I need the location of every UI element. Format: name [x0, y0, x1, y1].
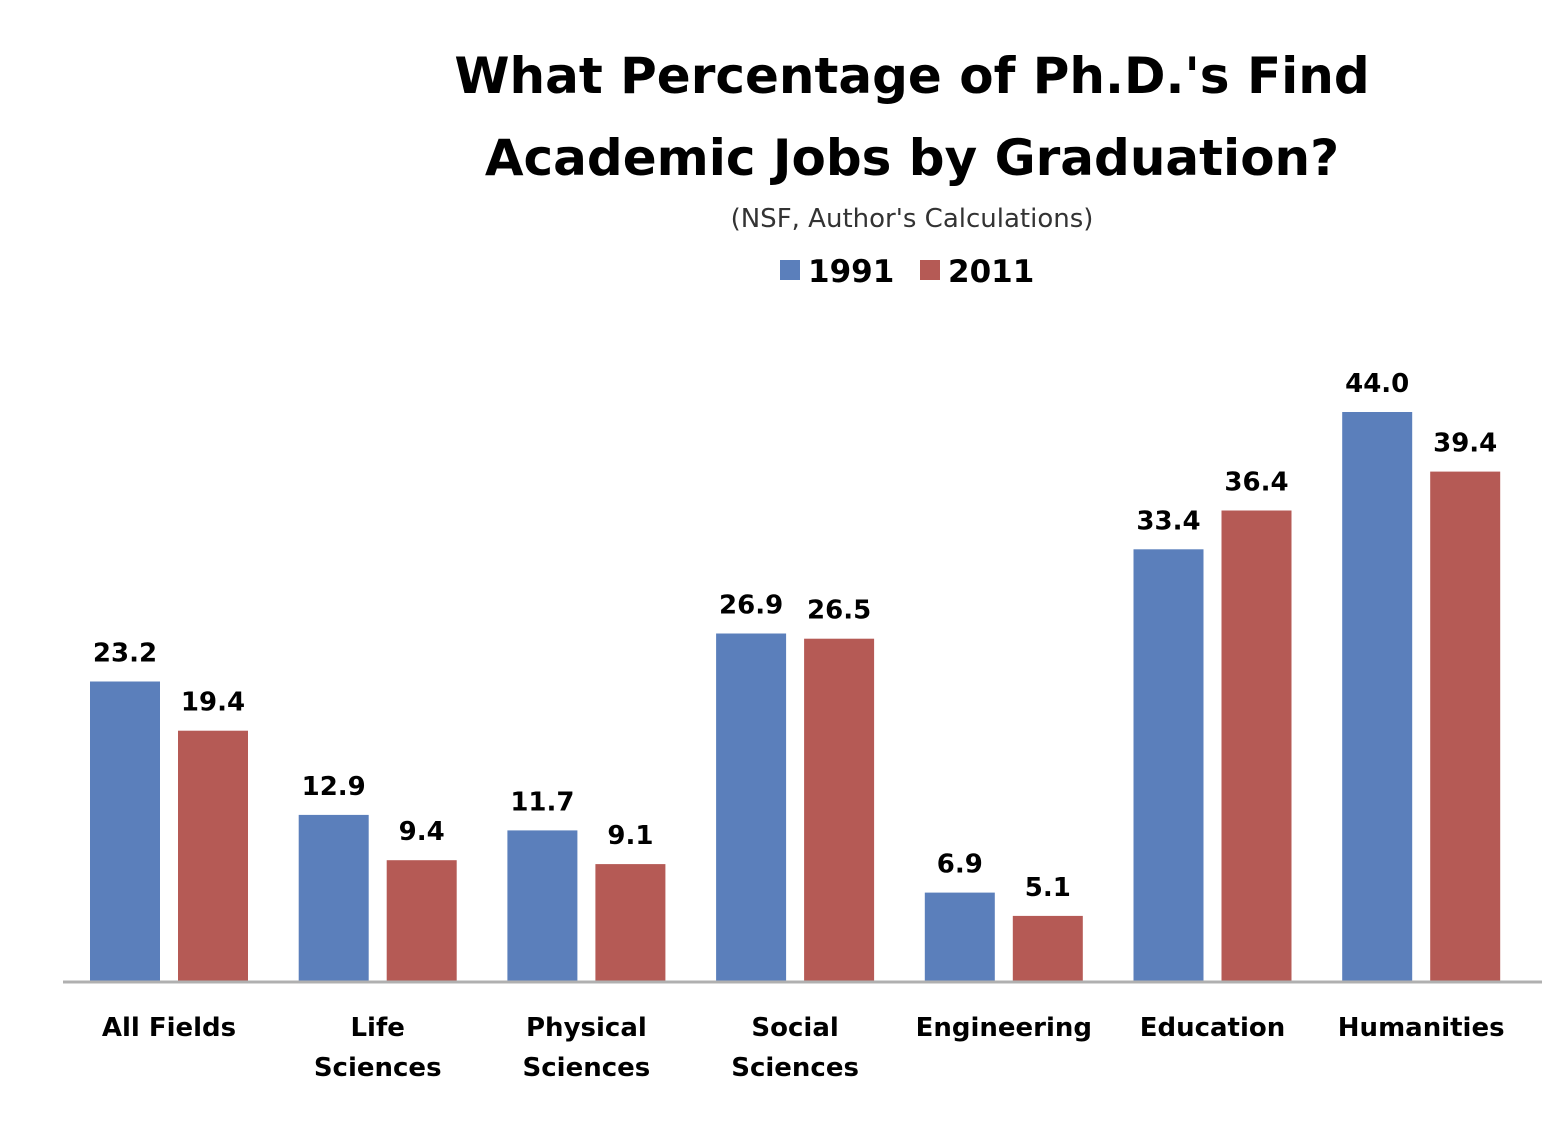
- category-label-line: Sciences: [523, 1053, 651, 1083]
- bar-all-fields-2011: [178, 730, 248, 982]
- chart-legend: 1991 2011: [780, 254, 1034, 290]
- data-label-life-sciences-1991: 12.9: [302, 772, 366, 802]
- data-label-engineering-2011: 5.1: [1025, 873, 1071, 903]
- category-label-line: Sciences: [314, 1053, 442, 1083]
- category-label-all-fields: All Fields: [102, 1013, 236, 1043]
- data-label-all-fields-2011: 19.4: [181, 688, 245, 718]
- bar-physical-sciences-1991: [507, 830, 578, 982]
- data-label-physical-sciences-2011: 9.1: [607, 821, 653, 851]
- bar-engineering-1991: [924, 892, 995, 982]
- bars-group: [90, 412, 1501, 982]
- data-label-education-2011: 36.4: [1224, 468, 1288, 498]
- category-label-line: Social: [751, 1013, 838, 1043]
- bar-education-2011: [1221, 510, 1292, 982]
- bar-all-fields-1991: [90, 681, 160, 982]
- category-label-line: Physical: [526, 1013, 647, 1043]
- bar-social-sciences-1991: [716, 633, 787, 982]
- bar-physical-sciences-2011: [595, 864, 666, 982]
- data-label-engineering-1991: 6.9: [937, 850, 983, 880]
- chart-subtitle: (NSF, Author's Calculations): [731, 204, 1094, 234]
- data-label-humanities-1991: 44.0: [1345, 369, 1409, 399]
- category-label-education: Education: [1140, 1013, 1286, 1043]
- bar-engineering-2011: [1012, 915, 1083, 982]
- data-label-social-sciences-1991: 26.9: [719, 591, 783, 621]
- data-label-all-fields-1991: 23.2: [93, 639, 157, 669]
- category-label-line: Education: [1140, 1013, 1286, 1043]
- chart-title-line-1: What Percentage of Ph.D.'s Find: [454, 47, 1369, 105]
- category-label-line: Sciences: [731, 1053, 859, 1083]
- legend-label-2011: 2011: [948, 254, 1034, 290]
- legend-swatch-2011: [920, 260, 940, 280]
- category-label-social-sciences: Social Sciences: [731, 1013, 859, 1083]
- chart-title: What Percentage of Ph.D.'s Find Academic…: [454, 47, 1369, 187]
- legend-swatch-1991: [780, 260, 800, 280]
- bar-social-sciences-2011: [804, 638, 875, 982]
- data-label-education-1991: 33.4: [1136, 506, 1200, 536]
- bar-humanities-1991: [1342, 412, 1413, 982]
- category-label-line: Humanities: [1338, 1013, 1505, 1043]
- bar-life-sciences-2011: [386, 860, 457, 982]
- category-label-line: Life: [350, 1013, 404, 1043]
- data-label-life-sciences-2011: 9.4: [399, 817, 445, 847]
- category-label-humanities: Humanities: [1338, 1013, 1505, 1043]
- bar-life-sciences-1991: [298, 814, 369, 982]
- legend-label-1991: 1991: [808, 254, 894, 290]
- category-label-life-sciences: Life Sciences: [314, 1013, 442, 1083]
- data-label-humanities-2011: 39.4: [1433, 429, 1497, 459]
- category-label-engineering: Engineering: [916, 1013, 1092, 1043]
- data-label-social-sciences-2011: 26.5: [807, 596, 871, 626]
- category-label-line: Engineering: [916, 1013, 1092, 1043]
- bar-education-1991: [1133, 549, 1204, 982]
- data-label-physical-sciences-1991: 11.7: [510, 787, 574, 817]
- category-label-physical-sciences: Physical Sciences: [523, 1013, 651, 1083]
- chart-title-line-2: Academic Jobs by Graduation?: [485, 129, 1339, 187]
- category-label-line: All Fields: [102, 1013, 236, 1043]
- bar-humanities-2011: [1430, 471, 1501, 982]
- data-labels-group: 23.2 19.4 12.9 9.4 11.7 9.1 26.9 26.5 6.9 5.1 33.4…: [93, 369, 1497, 903]
